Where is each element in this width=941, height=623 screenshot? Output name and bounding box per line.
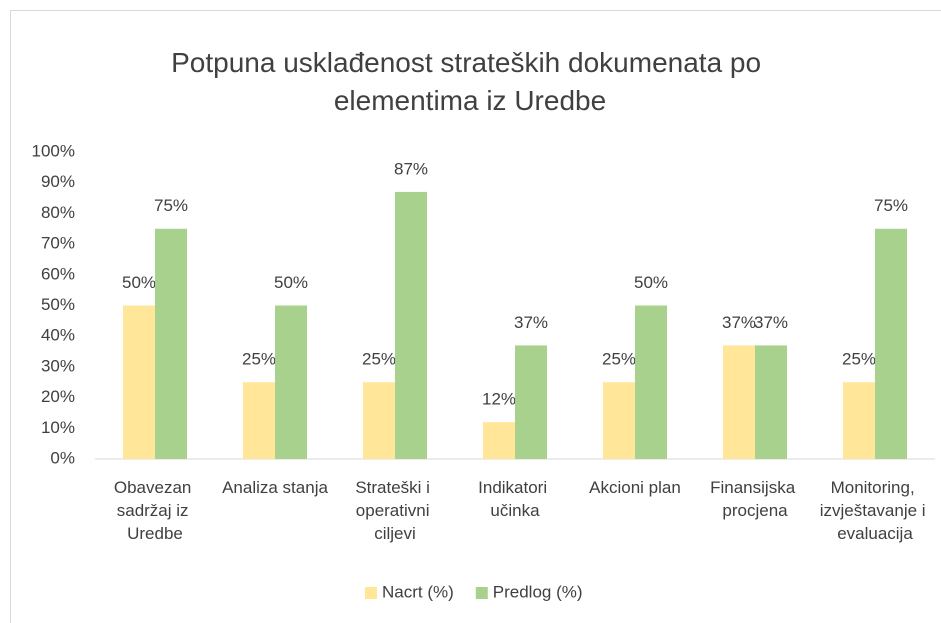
y-tick-label: 100% — [32, 141, 75, 160]
value-label: 75% — [154, 196, 188, 215]
bar — [155, 228, 187, 459]
x-tick-label: Analiza stanja — [222, 478, 328, 497]
y-tick-label: 30% — [41, 356, 75, 375]
chart-title: Potpuna usklađenost strateških dokumenat… — [171, 47, 769, 116]
x-tick-label: Monitoring, izvještavanje i evaluacija — [820, 478, 931, 543]
bar — [243, 382, 275, 459]
bar — [483, 422, 515, 459]
x-tick-label: Obavezan sadržaj iz Uredbe — [114, 478, 196, 543]
value-label: 87% — [394, 159, 428, 178]
value-label: 50% — [634, 273, 668, 292]
value-label: 25% — [602, 350, 636, 369]
bar — [843, 382, 875, 459]
bar — [363, 382, 395, 459]
value-label: 25% — [242, 350, 276, 369]
bar — [755, 345, 787, 459]
bar — [635, 305, 667, 459]
value-label: 37% — [722, 313, 756, 332]
value-label: 37% — [754, 313, 788, 332]
bar — [275, 305, 307, 459]
value-label: 25% — [362, 350, 396, 369]
x-tick-label: Strateški i operativni ciljevi — [355, 478, 434, 543]
bar — [515, 345, 547, 459]
bar — [395, 191, 427, 459]
value-label: 50% — [274, 273, 308, 292]
y-tick-label: 70% — [41, 234, 75, 253]
y-tick-label: 90% — [41, 172, 75, 191]
value-label: 37% — [514, 313, 548, 332]
y-tick-label: 0% — [50, 448, 75, 467]
x-tick-label: Akcioni plan — [589, 478, 681, 497]
bar — [723, 345, 755, 459]
bar — [123, 305, 155, 459]
x-tick-label: Finansijska procjena — [710, 478, 800, 520]
legend-label: Nacrt (%) — [382, 582, 454, 601]
y-tick-label: 10% — [41, 418, 75, 437]
bar — [603, 382, 635, 459]
y-tick-label: 50% — [41, 295, 75, 314]
x-tick-label: Indikatori učinka — [478, 478, 552, 520]
legend-swatch — [475, 587, 488, 599]
value-label: 25% — [842, 350, 876, 369]
legend-swatch — [365, 587, 377, 599]
legend-label: Predlog (%) — [493, 582, 583, 601]
y-tick-label: 80% — [41, 203, 75, 222]
value-label: 12% — [482, 390, 516, 409]
bar — [875, 228, 907, 459]
value-label: 75% — [874, 196, 908, 215]
value-label: 50% — [122, 273, 156, 292]
y-tick-label: 60% — [41, 264, 75, 283]
y-tick-label: 20% — [41, 387, 75, 406]
y-tick-label: 40% — [41, 326, 75, 345]
